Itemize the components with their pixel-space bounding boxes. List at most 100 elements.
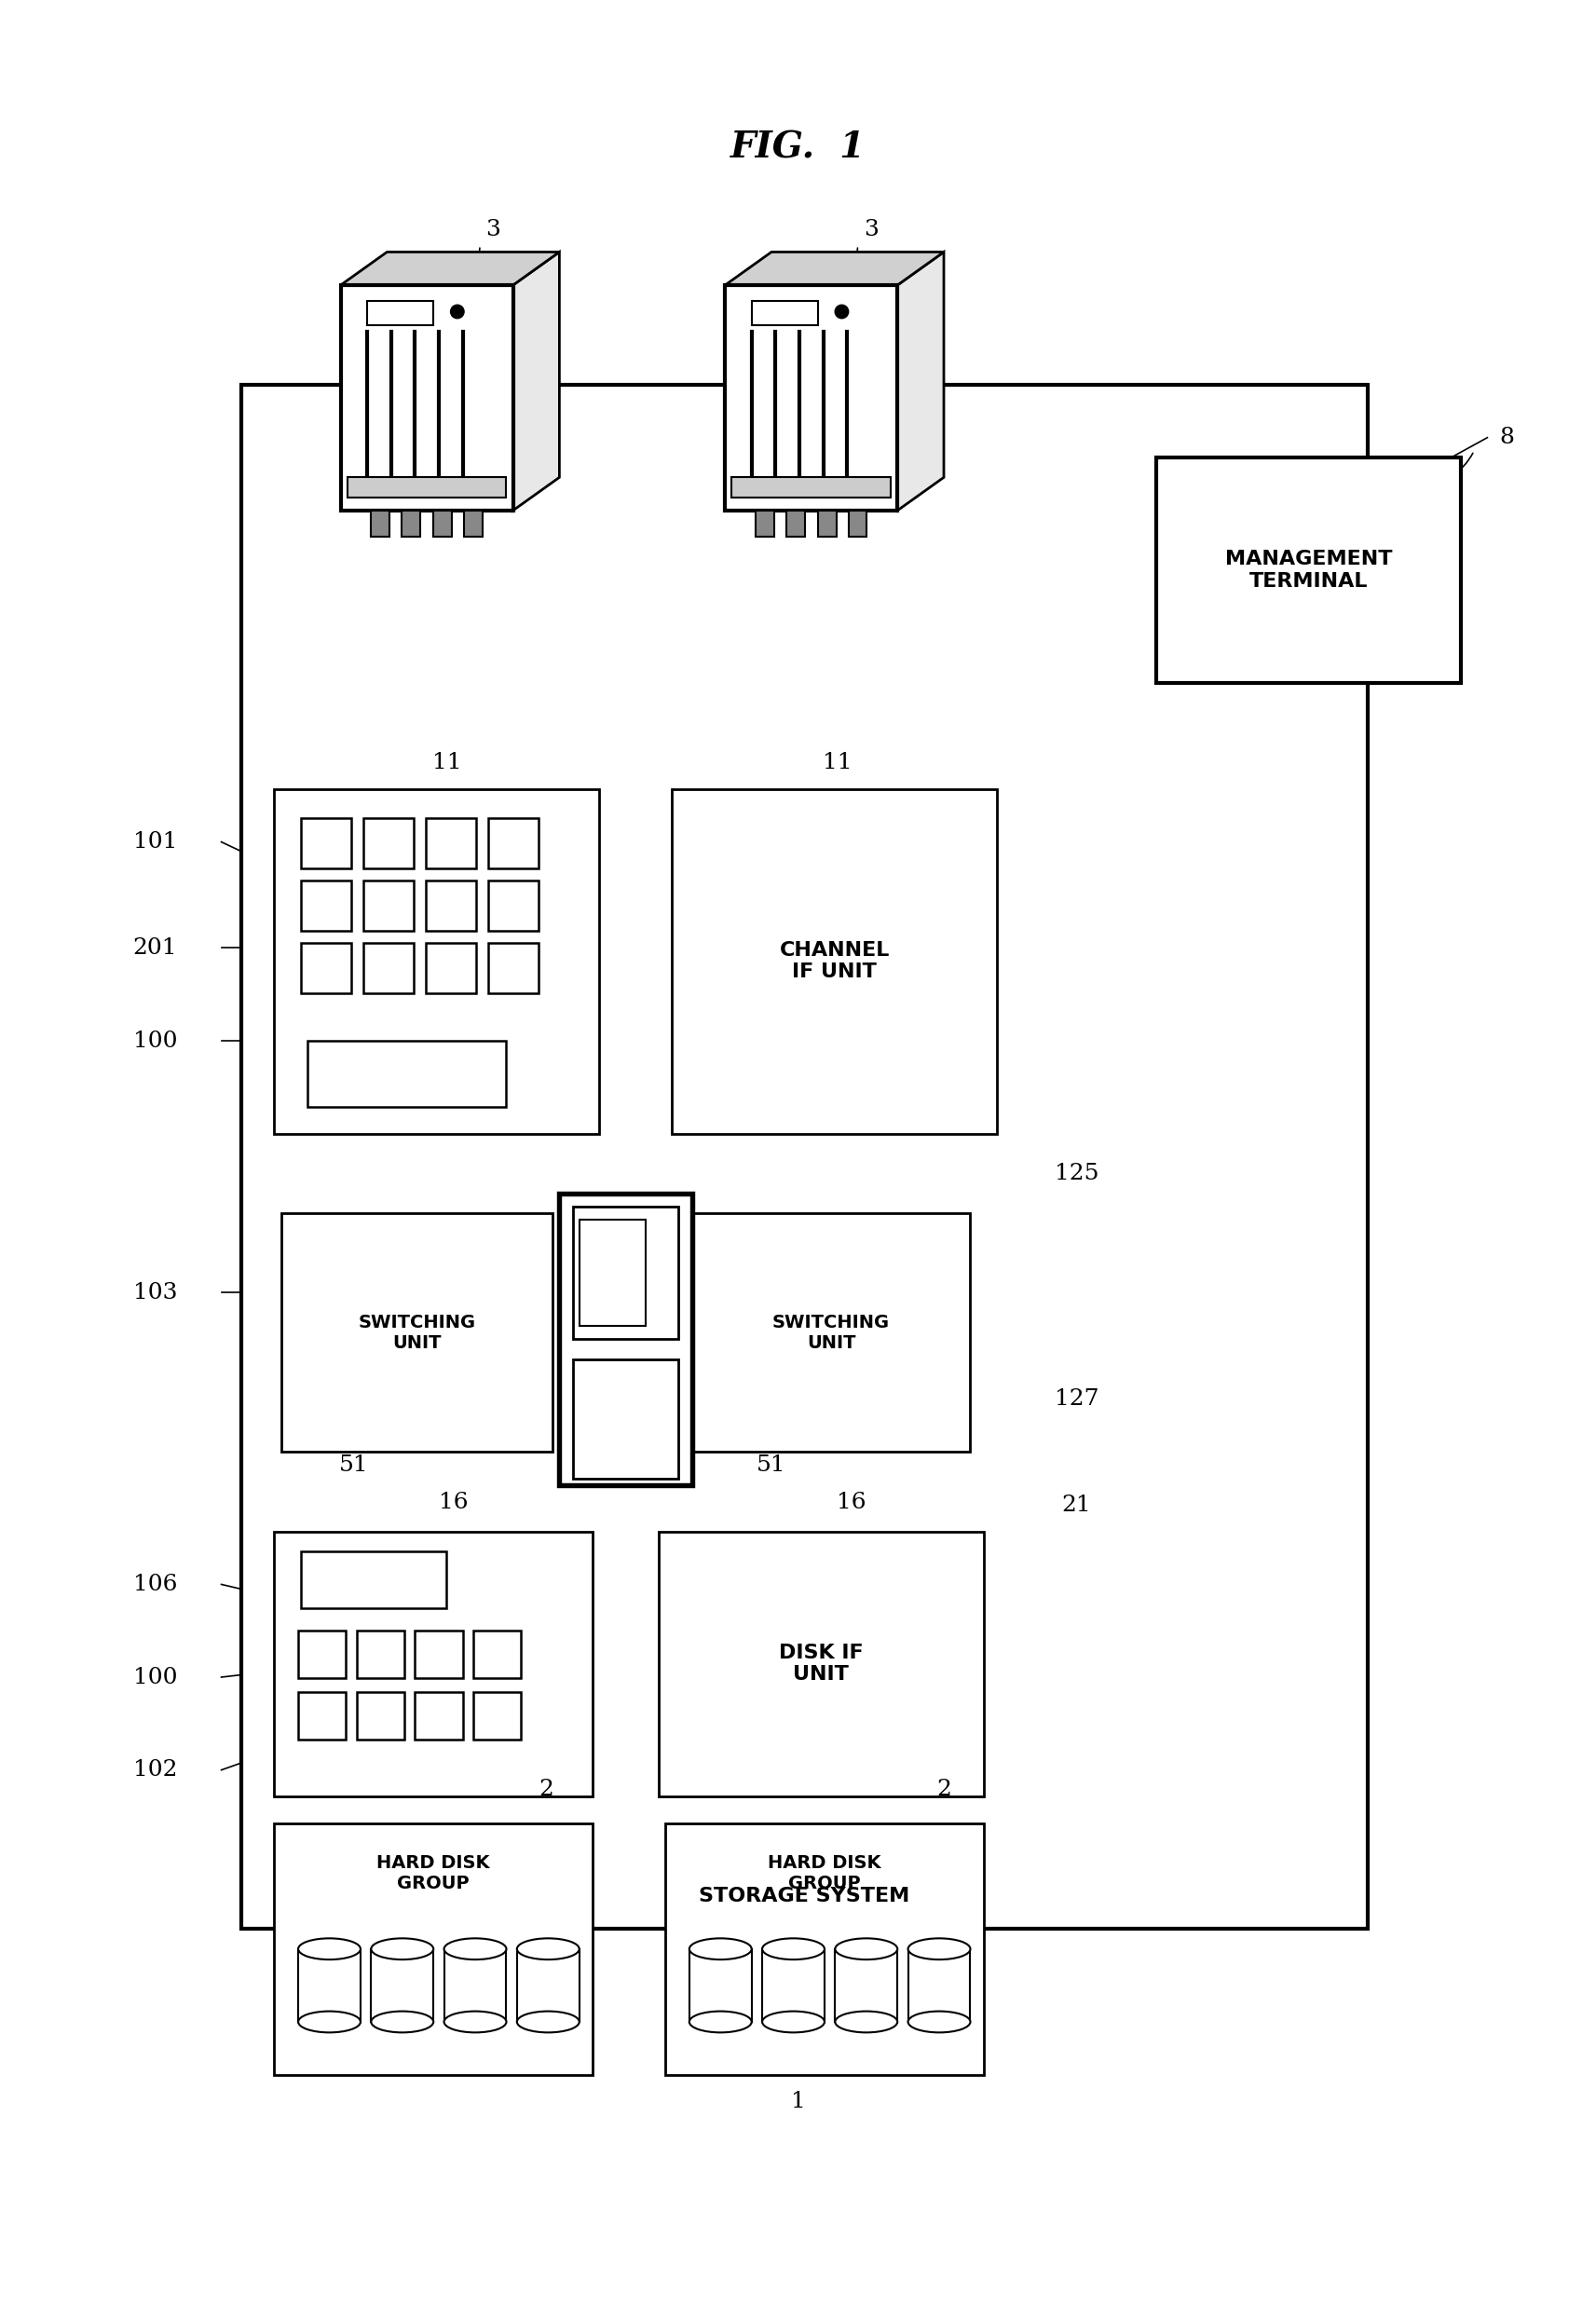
- Bar: [731, 478, 891, 498]
- Bar: [348, 478, 506, 498]
- Ellipse shape: [372, 2012, 434, 2032]
- Bar: [372, 510, 389, 538]
- Bar: [666, 1823, 983, 2074]
- Text: 3: 3: [485, 219, 501, 240]
- Bar: [725, 286, 897, 510]
- Text: FIG.  1: FIG. 1: [731, 131, 865, 166]
- Text: 106: 106: [132, 1573, 177, 1594]
- Bar: [364, 881, 413, 930]
- Bar: [426, 819, 476, 867]
- Bar: [367, 300, 434, 325]
- Text: 2: 2: [539, 1779, 554, 1799]
- Bar: [241, 385, 1368, 1929]
- Ellipse shape: [689, 2012, 752, 2032]
- Text: 8: 8: [1500, 427, 1515, 448]
- Bar: [763, 1949, 825, 2021]
- Bar: [693, 1213, 970, 1451]
- Bar: [402, 510, 420, 538]
- Circle shape: [450, 305, 464, 318]
- Bar: [517, 1949, 579, 2021]
- Bar: [298, 1691, 346, 1739]
- Ellipse shape: [298, 1938, 361, 1959]
- Bar: [426, 881, 476, 930]
- Ellipse shape: [835, 1938, 897, 1959]
- Polygon shape: [897, 251, 943, 510]
- Text: HARD DISK
GROUP: HARD DISK GROUP: [377, 1855, 490, 1892]
- Bar: [364, 944, 413, 992]
- Bar: [415, 1691, 463, 1739]
- Text: 16: 16: [439, 1490, 468, 1513]
- Text: 101: 101: [132, 831, 177, 854]
- Ellipse shape: [517, 1938, 579, 1959]
- Bar: [298, 1631, 346, 1679]
- Bar: [849, 510, 867, 538]
- Bar: [488, 944, 538, 992]
- Circle shape: [835, 305, 849, 318]
- Bar: [672, 789, 998, 1133]
- Bar: [752, 300, 817, 325]
- Bar: [488, 819, 538, 867]
- Polygon shape: [340, 251, 559, 286]
- Text: SWITCHING
UNIT: SWITCHING UNIT: [772, 1313, 891, 1352]
- Bar: [835, 1949, 897, 2021]
- Bar: [573, 1207, 678, 1338]
- Bar: [472, 1631, 520, 1679]
- Bar: [444, 1949, 506, 2021]
- Text: 127: 127: [1055, 1389, 1098, 1410]
- Text: 21: 21: [1061, 1495, 1092, 1516]
- Bar: [340, 286, 512, 510]
- Bar: [488, 881, 538, 930]
- Bar: [787, 510, 804, 538]
- Bar: [689, 1949, 752, 2021]
- Bar: [298, 1949, 361, 2021]
- Bar: [281, 1213, 552, 1451]
- Text: 11: 11: [824, 752, 852, 773]
- Ellipse shape: [444, 1938, 506, 1959]
- Bar: [579, 1220, 645, 1327]
- Text: 1: 1: [790, 2090, 806, 2113]
- Bar: [302, 1550, 447, 1608]
- Ellipse shape: [908, 2012, 970, 2032]
- Text: 103: 103: [132, 1283, 177, 1303]
- Text: 51: 51: [340, 1453, 369, 1476]
- Text: STORAGE SYSTEM: STORAGE SYSTEM: [699, 1887, 910, 1906]
- Bar: [356, 1691, 404, 1739]
- Bar: [559, 1193, 693, 1486]
- Text: 100: 100: [132, 1666, 177, 1689]
- Text: 100: 100: [132, 1031, 177, 1052]
- Polygon shape: [725, 251, 943, 286]
- Ellipse shape: [298, 2012, 361, 2032]
- Text: 102: 102: [132, 1760, 177, 1781]
- Text: 2: 2: [937, 1779, 951, 1799]
- Text: CHANNEL
IF UNIT: CHANNEL IF UNIT: [779, 941, 889, 980]
- Bar: [308, 1040, 506, 1107]
- Ellipse shape: [763, 2012, 825, 2032]
- Bar: [302, 881, 351, 930]
- Bar: [275, 1823, 592, 2074]
- Bar: [908, 1949, 970, 2021]
- Ellipse shape: [835, 2012, 897, 2032]
- Bar: [275, 789, 598, 1133]
- Bar: [364, 819, 413, 867]
- Bar: [472, 1691, 520, 1739]
- Bar: [275, 1532, 592, 1797]
- Text: 201: 201: [132, 937, 177, 960]
- Bar: [464, 510, 482, 538]
- Text: MANAGEMENT
TERMINAL: MANAGEMENT TERMINAL: [1224, 549, 1392, 591]
- Bar: [573, 1359, 678, 1479]
- Bar: [372, 1949, 434, 2021]
- Ellipse shape: [763, 1938, 825, 1959]
- Ellipse shape: [689, 1938, 752, 1959]
- Text: SWITCHING
UNIT: SWITCHING UNIT: [358, 1313, 476, 1352]
- Bar: [755, 510, 774, 538]
- Bar: [426, 944, 476, 992]
- Bar: [302, 944, 351, 992]
- Ellipse shape: [444, 2012, 506, 2032]
- Bar: [434, 510, 452, 538]
- Bar: [356, 1631, 404, 1679]
- Text: 3: 3: [863, 219, 878, 240]
- Text: 11: 11: [433, 752, 461, 773]
- Text: 51: 51: [757, 1453, 787, 1476]
- Bar: [302, 819, 351, 867]
- Bar: [659, 1532, 983, 1797]
